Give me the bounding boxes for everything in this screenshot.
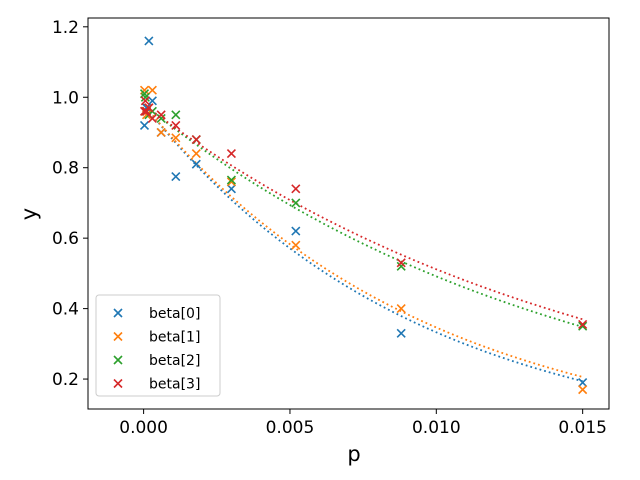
data-point xyxy=(171,133,181,143)
fit-line-beta0 xyxy=(142,103,583,383)
y-tick-label: 0.4 xyxy=(52,300,79,320)
legend-marker xyxy=(113,378,123,389)
data-point xyxy=(291,240,301,250)
data-point xyxy=(578,378,588,388)
data-point xyxy=(147,96,157,106)
data-point xyxy=(396,261,406,271)
data-point xyxy=(578,321,588,331)
fit-line-beta2 xyxy=(143,103,583,328)
data-point xyxy=(140,92,150,102)
y-tick-label: 0.6 xyxy=(52,229,79,249)
data-point xyxy=(139,120,150,131)
data-point xyxy=(291,184,301,194)
y-axis-label: y xyxy=(17,208,41,220)
data-point xyxy=(226,149,236,159)
data-point xyxy=(226,175,236,185)
fit-lines xyxy=(142,103,583,383)
legend-marker xyxy=(113,355,123,365)
data-point xyxy=(140,96,150,106)
data-point xyxy=(578,385,588,395)
x-tick-label: 0.015 xyxy=(558,418,607,438)
legend: beta[0] beta[1] beta[2] beta[3] xyxy=(95,294,221,397)
legend-box xyxy=(95,294,221,397)
data-point xyxy=(578,319,588,330)
data-point xyxy=(291,198,301,208)
data-point xyxy=(171,110,181,120)
legend-label: beta[1] xyxy=(149,330,200,346)
legend-label: beta[3] xyxy=(149,377,200,393)
data-point xyxy=(147,85,157,95)
data-point xyxy=(144,103,154,113)
data-point xyxy=(171,171,181,182)
data-point xyxy=(396,304,406,314)
x-axis: 0.000 0.005 0.010 0.015 xyxy=(119,409,607,438)
y-axis: 0.2 0.4 0.6 0.8 1.0 1.2 xyxy=(52,18,88,390)
data-points xyxy=(139,36,588,395)
x-tick-label: 0.010 xyxy=(412,418,461,438)
data-point xyxy=(171,120,181,131)
y-tick-label: 1.0 xyxy=(52,88,79,108)
data-point xyxy=(396,328,406,338)
data-point xyxy=(291,226,301,236)
data-point xyxy=(226,177,236,187)
y-tick-label: 1.2 xyxy=(52,18,79,38)
legend-marker xyxy=(113,331,123,342)
data-point xyxy=(191,134,201,145)
data-point xyxy=(144,36,154,46)
plot-frame xyxy=(87,17,610,410)
data-point xyxy=(226,184,236,194)
x-tick-label: 0.005 xyxy=(266,418,315,438)
y-tick-label: 0.2 xyxy=(52,370,79,390)
legend-label: beta[2] xyxy=(149,353,200,369)
y-tick-label: 0.8 xyxy=(52,159,79,179)
data-point xyxy=(156,113,166,123)
x-axis-label: p xyxy=(347,442,360,466)
data-point xyxy=(147,113,157,123)
legend-marker xyxy=(113,308,123,318)
data-point xyxy=(191,159,201,169)
x-tick-label: 0.000 xyxy=(119,418,168,438)
data-point xyxy=(396,258,406,268)
data-point xyxy=(156,127,166,138)
data-point xyxy=(191,149,201,159)
legend-label: beta[0] xyxy=(149,306,200,322)
data-point xyxy=(156,110,166,120)
